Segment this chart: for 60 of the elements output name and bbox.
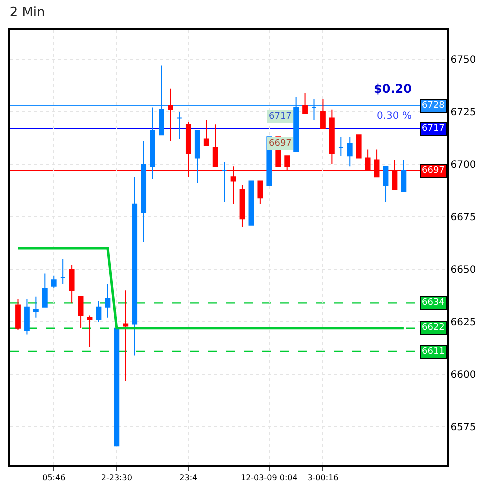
candlestick — [401, 160, 407, 192]
candlestick — [159, 65, 164, 136]
candlestick — [294, 96, 300, 152]
y-tick-label: 6650 — [450, 265, 476, 276]
ref-line-label: 6717 — [422, 124, 445, 134]
ref-line-label: 6728 — [422, 101, 446, 111]
annotation: 0.30 % — [377, 111, 412, 122]
y-tick-label: 6600 — [450, 370, 476, 382]
candlestick — [347, 136, 353, 168]
candlestick — [194, 130, 200, 184]
candlestick — [132, 176, 138, 356]
candlestick — [60, 258, 66, 285]
x-tick-label: 12-03-09 0:04 — [240, 473, 298, 482]
x-tick-label: 3-00:16 — [308, 473, 339, 482]
candlestick — [51, 275, 57, 289]
candlestick — [338, 136, 344, 157]
ref-line-label: 6622 — [422, 323, 445, 333]
candlestick — [212, 124, 218, 168]
annotation: 6697 — [269, 139, 292, 149]
y-tick-label: 6625 — [450, 318, 476, 329]
candlestick — [78, 296, 84, 329]
y-tick-label: 6700 — [450, 160, 476, 171]
candlestick — [204, 120, 210, 146]
candlestick — [320, 98, 326, 130]
candlestick — [141, 140, 147, 243]
annotation: $0.20 — [374, 82, 412, 96]
candlestick — [240, 185, 246, 228]
candlestick — [96, 300, 102, 323]
x-tick-label: 23:4 — [180, 473, 198, 482]
candlestick — [356, 134, 362, 159]
candlestick — [123, 290, 129, 382]
ref-line-label: 6634 — [422, 298, 446, 308]
candlestick — [33, 296, 39, 318]
candlestick — [329, 109, 335, 165]
x-tick-label: 05:46 — [42, 473, 66, 482]
candlestick — [24, 298, 30, 336]
ref-line-label: 6611 — [422, 347, 445, 357]
candlestick — [87, 315, 93, 348]
y-tick-label: 6725 — [450, 107, 476, 118]
chart-title: 2 Min — [10, 5, 46, 20]
candlestick — [114, 328, 120, 447]
candlestick — [312, 98, 317, 121]
y-tick-label: 6750 — [450, 54, 476, 66]
candlestick — [168, 88, 174, 142]
y-tick-label: 6675 — [450, 212, 476, 224]
candlestick — [177, 111, 182, 140]
candlestick — [222, 162, 228, 203]
candlestick — [42, 273, 48, 308]
ref-line-label: 6697 — [422, 166, 445, 176]
candlestick — [383, 166, 389, 203]
x-tick-label: 2-23:30 — [101, 473, 132, 482]
candlestick — [302, 92, 308, 115]
candlestick — [150, 107, 156, 180]
candlestick — [248, 180, 254, 226]
candlestick — [69, 264, 75, 304]
candlestick — [258, 180, 264, 205]
candlestick — [16, 298, 21, 332]
annotation: 6717 — [269, 112, 292, 122]
y-tick-label: 6575 — [450, 422, 476, 434]
candlestick — [105, 284, 111, 318]
